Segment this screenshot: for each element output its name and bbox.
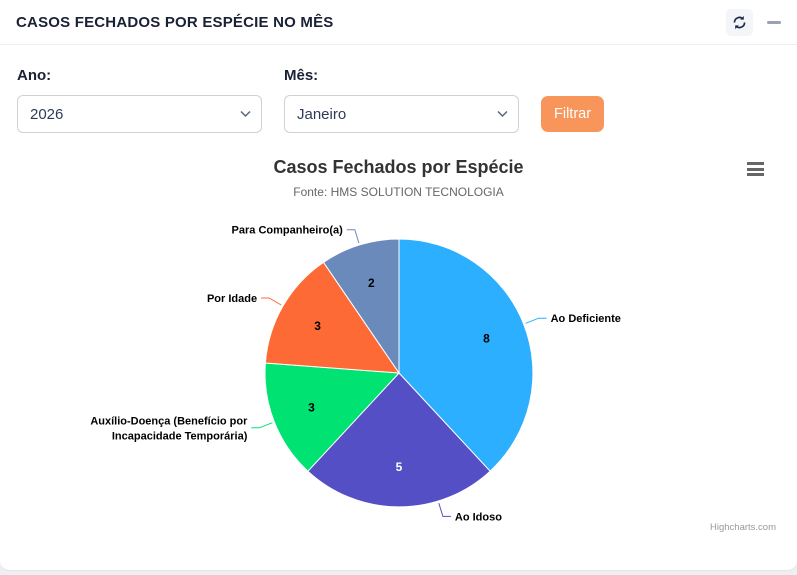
chart-title: Casos Fechados por Espécie: [273, 157, 524, 177]
pie-label-por-idade: Por Idade: [207, 293, 257, 305]
month-label: Mês:: [284, 67, 319, 84]
filter-button[interactable]: Filtrar: [541, 96, 605, 132]
pie-connector-ao-idoso: [438, 502, 451, 517]
pie-slice-ao-deficiente[interactable]: [398, 238, 534, 472]
pie-label-aux-lio-doen-a-benef-cio-por: Auxílio-Doença (Benefício por Incapacidad…: [90, 415, 248, 442]
chart-subtitle: Fonte: HMS SOLUTION TECNOLOGIA: [293, 185, 504, 199]
pie-slice-por-idade[interactable]: [264, 261, 400, 374]
pie-label-ao-idoso: Ao Idoso: [455, 511, 502, 523]
month-select[interactable]: Janeiro: [284, 95, 519, 133]
year-label: Ano:: [17, 67, 52, 84]
pie-label-para-companheiro-a: Para Companheiro(a): [232, 225, 344, 237]
year-select[interactable]: 2026: [17, 95, 262, 133]
pie-value-por-idade: 3: [314, 319, 321, 333]
pie-connector-aux-lio-doen-a-benef-cio-por: [251, 422, 273, 429]
pie-chart: Casos Fechados por Espécie Fonte: HMS SO…: [0, 157, 797, 553]
panel-header: CASOS FECHADOS POR ESPÉCIE NO MÊS: [0, 0, 797, 45]
pie-value-ao-idoso: 5: [396, 460, 403, 474]
pie-slice-para-companheiro-a[interactable]: [322, 238, 400, 375]
pie-value-para-companheiro-a: 2: [368, 276, 375, 290]
pie-value-aux-lio-doen-a-benef-cio-por: 3: [308, 400, 315, 414]
pie-label-ao-deficiente: Ao Deficiente: [551, 313, 621, 325]
pie-plot: 8 Ao Deficiente 5 Ao Idoso 3 Auxílio-Doença (…: [90, 225, 621, 524]
pie-connector-por-idade: [261, 297, 282, 306]
refresh-button[interactable]: [726, 8, 753, 36]
pie-slice-ao-idoso[interactable]: [307, 372, 491, 508]
chart-context-menu-button[interactable]: [744, 159, 767, 179]
pie-slice-aux-lio-doen-a-benef-cio-por[interactable]: [264, 362, 401, 472]
filter-bar: Ano: 2026 Mês: Janeiro Filtrar: [0, 45, 797, 143]
hamburger-icon: [747, 173, 764, 176]
panel-title: CASOS FECHADOS POR ESPÉCIE NO MÊS: [16, 13, 334, 31]
pie-connector-ao-deficiente: [525, 317, 547, 324]
hamburger-icon: [747, 167, 764, 171]
pie-value-ao-deficiente: 8: [483, 332, 490, 346]
hamburger-icon: [747, 162, 764, 165]
pie-connector-para-companheiro-a: [346, 229, 360, 244]
minus-icon[interactable]: [767, 20, 781, 24]
refresh-icon: [733, 15, 746, 29]
highcharts-credits[interactable]: Highcharts.com: [710, 522, 776, 533]
